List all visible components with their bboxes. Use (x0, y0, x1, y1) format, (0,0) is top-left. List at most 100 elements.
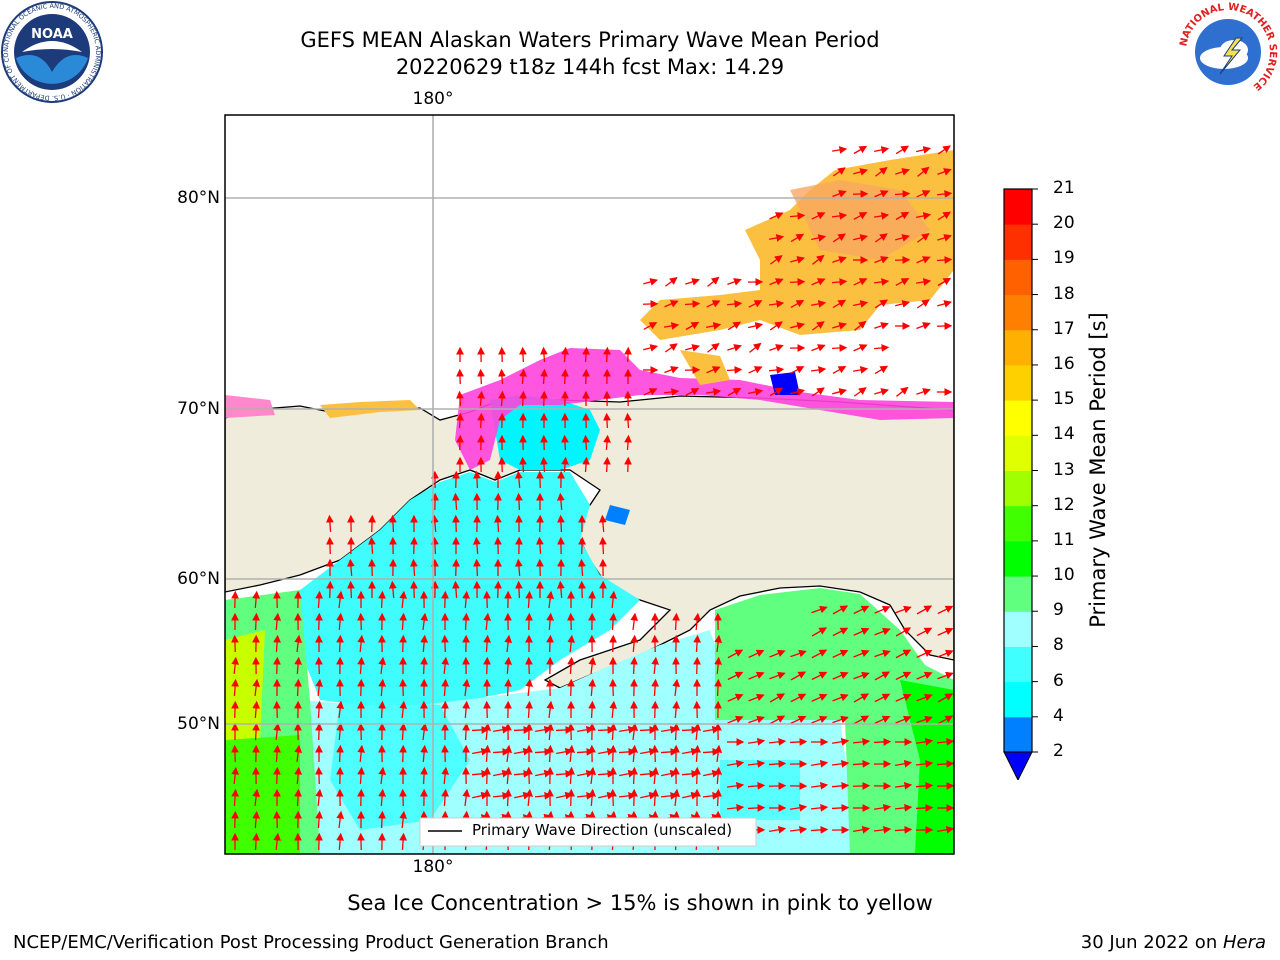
wave-arrow (567, 788, 575, 807)
wave-arrow (727, 321, 742, 331)
wave-arrow (895, 605, 912, 614)
colorbar-bin (1004, 329, 1032, 366)
wave-arrow (420, 634, 429, 653)
wave-arrow (624, 434, 632, 451)
wave-arrow (916, 649, 933, 658)
wave-arrow (546, 612, 555, 631)
nws-logo: NATIONAL WEATHER SERVICE (1178, 2, 1278, 102)
wave-arrow (706, 322, 722, 330)
wave-arrow (853, 300, 869, 308)
wave-arrow (937, 671, 954, 680)
wave-arrow (315, 656, 323, 675)
wave-arrow (294, 678, 302, 697)
wave-arrow (561, 346, 569, 363)
wave-arrow (873, 825, 892, 834)
colorbar-tick-label: 17 (1053, 318, 1075, 339)
wave-arrow (832, 388, 848, 396)
wave-arrow (630, 656, 638, 675)
wave-arrow (651, 744, 659, 763)
wave-arrow (441, 810, 449, 829)
wave-arrow (578, 580, 586, 599)
wave-arrow (576, 748, 595, 756)
colorbar-bin (1004, 224, 1032, 260)
wave-arrow (357, 788, 365, 807)
chart-title: GEFS MEAN Alaskan Waters Primary Wave Me… (300, 28, 880, 52)
wave-arrow (790, 366, 805, 374)
wave-arrow (630, 722, 639, 741)
wave-arrow (336, 810, 345, 829)
wave-arrow (916, 146, 932, 154)
wave-arrow (747, 804, 766, 812)
wave-arrow (357, 766, 365, 785)
wave-arrow (853, 693, 870, 703)
wave-arrow (483, 766, 491, 785)
wave-arrow (472, 747, 490, 756)
wave-arrow (357, 722, 365, 741)
wave-arrow (714, 766, 723, 785)
wave-arrow (410, 558, 418, 577)
wave-arrow (854, 320, 867, 331)
colorbar-tick-label: 10 (1053, 565, 1075, 586)
wave-arrow (831, 212, 848, 220)
wave-arrow (937, 825, 954, 834)
wave-arrow (769, 715, 786, 725)
wave-arrow (874, 649, 891, 658)
wave-arrow (832, 605, 849, 615)
wave-arrow (651, 788, 659, 807)
wave-arrow (504, 678, 512, 697)
wave-arrow (273, 656, 281, 675)
wave-arrow (452, 558, 460, 577)
wave-arrow (681, 769, 700, 778)
wave-arrow (483, 744, 491, 763)
wave-arrow (525, 788, 534, 807)
wave-arrow (357, 678, 365, 697)
wave-arrow (576, 835, 595, 844)
wave-arrow (315, 832, 323, 851)
wave-arrow (630, 766, 638, 785)
wave-arrow (726, 366, 743, 374)
wave-arrow (937, 168, 952, 176)
wave-arrow (326, 514, 334, 533)
wave-arrow (456, 390, 464, 407)
wave-arrow (726, 781, 745, 790)
wave-arrow (378, 656, 387, 675)
wave-arrow (567, 612, 575, 631)
wave-arrow (498, 368, 506, 385)
wave-arrow (790, 388, 806, 396)
wave-arrow (639, 813, 658, 822)
wave-arrow (555, 769, 574, 778)
wave-arrow (473, 470, 481, 489)
wave-arrow (895, 145, 910, 155)
wave-arrow (895, 211, 910, 221)
wave-arrow (577, 769, 595, 778)
wave-arrow (273, 744, 281, 763)
wave-arrow (916, 693, 933, 702)
wave-arrow (231, 634, 239, 653)
wave-arrow (810, 803, 829, 812)
wave-arrow (576, 791, 595, 800)
wave-arrow (462, 590, 471, 609)
wave-arrow (714, 678, 722, 697)
wave-arrow (769, 387, 784, 397)
wave-arrow (748, 300, 763, 308)
wave-arrow (682, 791, 700, 800)
wave-arrow (441, 744, 449, 763)
bering-sea (300, 472, 640, 705)
wave-arrow (768, 760, 787, 768)
wave-arrow (811, 671, 828, 681)
wave-arrow (294, 788, 302, 807)
wave-arrow (557, 514, 565, 533)
wave-arrow (519, 346, 527, 363)
colorbar-bin (1004, 576, 1032, 612)
wave-arrow (895, 693, 912, 702)
wave-arrow (665, 277, 678, 287)
wave-arrow (643, 344, 659, 352)
wave-arrow (685, 388, 700, 396)
wave-arrow (534, 748, 553, 756)
wave-arrow (790, 299, 805, 308)
wave-arrow (747, 781, 766, 790)
wave-arrow (441, 656, 450, 675)
wave-arrow (399, 590, 408, 609)
wave-arrow (937, 300, 952, 308)
wave-arrow (472, 536, 481, 555)
